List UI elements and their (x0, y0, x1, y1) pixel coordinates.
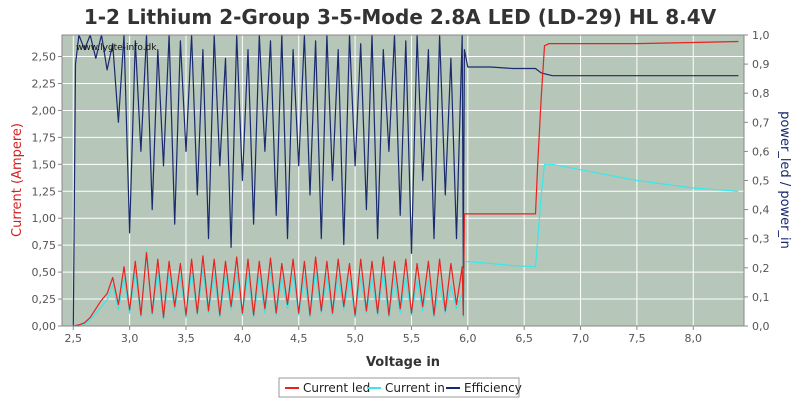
legend-box (278, 377, 520, 398)
legend-label: Current led (303, 381, 370, 395)
x-tick-label: 3,5 (177, 332, 195, 345)
chart-title: 1-2 Lithium 2-Group 3-5-Mode 2.8A LED (L… (84, 5, 717, 29)
y-right-tick-label: 0,3 (752, 233, 770, 246)
x-tick-label: 5,5 (403, 332, 421, 345)
y-left-tick-label: 2,25 (32, 78, 57, 91)
x-tick-label: 7,0 (572, 332, 590, 345)
x-tick-label: 4,5 (290, 332, 308, 345)
legend-items: Current led Current in Efficiency (285, 381, 522, 395)
y-left-tick-label: 0,50 (32, 266, 57, 279)
y-right-tick-label: 0,9 (752, 58, 770, 71)
x-tick-label: 7,5 (628, 332, 646, 345)
legend: Current led Current in Efficiency (278, 377, 522, 398)
y-right-tick-label: 1,0 (752, 29, 770, 42)
series-layer (72, 34, 739, 327)
y-left-tick-label: 1,25 (32, 185, 57, 198)
y-right-tick-label: 0,1 (752, 291, 770, 304)
y-left-tick-label: 2,50 (32, 51, 57, 64)
y-right-tick-label: 0,8 (752, 87, 770, 100)
x-axis-ticks: 2,5 3,0 3,5 4,0 4,5 5,0 5,5 6,0 6,5 7,0 7,5 8,0 (65, 326, 703, 345)
x-tick-label: 2,5 (65, 332, 83, 345)
y-left-axis-ticks: 0,00 0,25 0,50 0,75 1,00 1,25 1,50 1,75 2,00 2,25… (32, 51, 62, 333)
x-tick-label: 4,0 (234, 332, 252, 345)
y-left-tick-label: 1,00 (32, 212, 57, 225)
y-right-tick-label: 0,0 (752, 320, 770, 333)
x-tick-label: 6,0 (459, 332, 477, 345)
y-right-axis-ticks: 0,0 0,1 0,2 0,3 0,4 0,5 0,6 0,7 0,8 0,9 1,0 (744, 29, 770, 333)
y-right-tick-label: 0,7 (752, 116, 770, 129)
y-left-tick-label: 0,00 (32, 320, 57, 333)
x-tick-label: 8,0 (685, 332, 703, 345)
y-left-tick-label: 1,75 (32, 131, 57, 144)
x-axis-label: Voltage in (366, 355, 440, 370)
y-left-axis-label: Current (Ampere) (10, 123, 25, 237)
y-left-tick-label: 0,75 (32, 239, 57, 252)
y-left-tick-label: 1,50 (32, 158, 57, 171)
legend-label: Current in (385, 381, 445, 395)
legend-label: Efficiency (464, 381, 522, 395)
x-tick-label: 3,0 (121, 332, 139, 345)
watermark: www.lygte-info.dk (76, 43, 157, 53)
x-tick-label: 6,5 (515, 332, 533, 345)
y-right-tick-label: 0,2 (752, 262, 770, 275)
y-left-tick-label: 2,00 (32, 104, 57, 117)
series-line-current-led (73, 40, 739, 327)
y-right-tick-label: 0,5 (752, 175, 770, 188)
y-right-axis-label: power_led / power_in (777, 111, 792, 249)
series-line-efficiency (72, 34, 739, 327)
y-right-tick-label: 0,4 (752, 204, 770, 217)
x-tick-label: 5,0 (346, 332, 364, 345)
y-left-tick-label: 0,25 (32, 293, 57, 306)
y-right-tick-label: 0,6 (752, 145, 770, 158)
